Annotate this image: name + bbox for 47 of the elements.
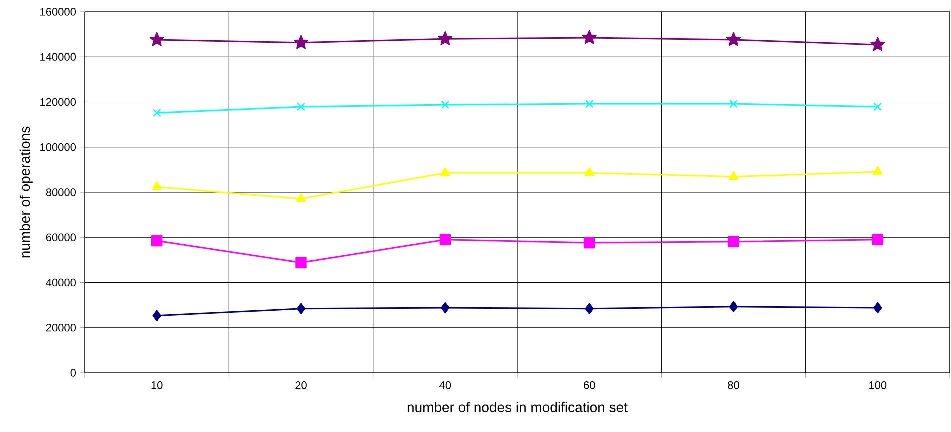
point	[152, 310, 162, 322]
y-tick-label: 80000	[46, 188, 76, 196]
point	[150, 32, 164, 46]
point	[729, 301, 738, 312]
point	[585, 303, 594, 315]
point	[151, 235, 163, 247]
point	[297, 102, 306, 112]
y-tick-label: 40000	[46, 278, 76, 287]
point	[874, 302, 882, 314]
point	[874, 102, 882, 112]
x-tick-label: 10	[152, 382, 163, 390]
point	[441, 100, 450, 110]
point	[584, 167, 595, 176]
point	[296, 303, 306, 315]
point	[870, 37, 886, 52]
point	[440, 167, 450, 176]
y-axis-title: number of operations	[20, 126, 33, 258]
y-tick-label: 0	[70, 369, 76, 377]
point	[438, 31, 453, 46]
x-tick-label: 40	[440, 382, 452, 390]
point	[440, 234, 452, 246]
point	[730, 100, 738, 108]
point	[872, 166, 883, 176]
point	[582, 30, 597, 44]
y-tick-label: 120000	[40, 98, 76, 106]
point	[584, 237, 596, 249]
x-tick-label: 80	[728, 382, 740, 390]
point	[728, 236, 740, 248]
point	[872, 234, 884, 246]
point	[296, 257, 307, 268]
point	[441, 302, 450, 314]
x-tick-label: 60	[584, 382, 596, 390]
point	[585, 100, 594, 108]
y-tick-label: 100000	[40, 143, 76, 152]
y-tick-label: 20000	[46, 324, 76, 332]
point	[726, 32, 742, 46]
y-tick-label: 160000	[40, 8, 76, 16]
y-tick-label: 140000	[40, 53, 76, 62]
point	[296, 193, 306, 202]
point	[294, 35, 309, 50]
x-tick-label: 20	[296, 382, 307, 390]
y-tick-label: 60000	[46, 234, 76, 242]
x-axis-title: number of nodes in modification set	[408, 402, 628, 412]
point	[728, 171, 739, 180]
point	[152, 181, 162, 190]
point	[152, 108, 162, 118]
x-tick-label: 100	[870, 382, 887, 390]
